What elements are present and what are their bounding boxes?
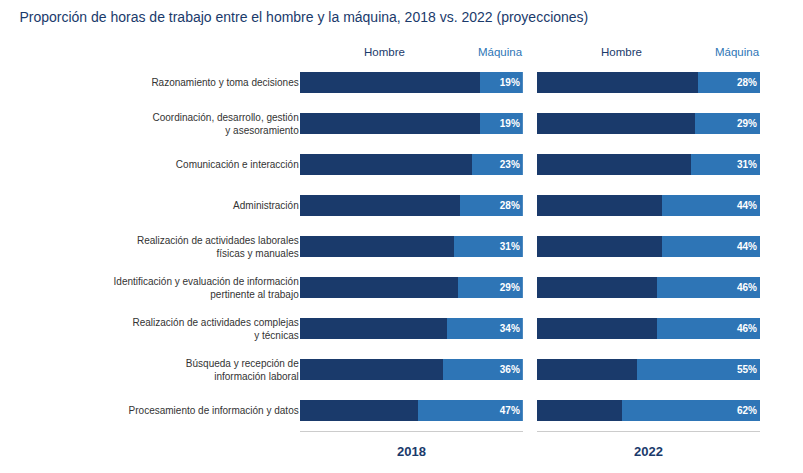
svg-text:Hombre: Hombre: [364, 46, 405, 58]
svg-text:29%: 29%: [500, 282, 520, 293]
svg-text:Comunicación e interacción: Comunicación e interacción: [176, 159, 299, 170]
svg-text:47%: 47%: [500, 405, 520, 416]
svg-text:Coordinación, desarrollo, gest: Coordinación, desarrollo, gestióny aseso…: [153, 112, 300, 136]
svg-text:46%: 46%: [737, 323, 757, 334]
svg-text:Razonamiento y toma decisiones: Razonamiento y toma decisiones: [151, 77, 298, 88]
svg-text:28%: 28%: [737, 77, 757, 88]
svg-text:34%: 34%: [500, 323, 520, 334]
svg-text:Realización de actividades com: Realización de actividades complejasy té…: [133, 317, 299, 341]
svg-text:62%: 62%: [737, 405, 757, 416]
svg-text:Identificación y evaluación de: Identificación y evaluación de informaci…: [114, 276, 300, 300]
svg-text:Administración: Administración: [233, 200, 299, 211]
svg-text:Realización de actividades lab: Realización de actividades laboralesfísi…: [137, 235, 299, 259]
svg-text:29%: 29%: [737, 118, 757, 129]
svg-text:Proporción de horas de trabajo: Proporción de horas de trabajo entre el …: [19, 9, 588, 25]
svg-text:2018: 2018: [397, 444, 426, 459]
svg-text:23%: 23%: [500, 159, 520, 170]
svg-text:31%: 31%: [500, 241, 520, 252]
svg-text:Máquina: Máquina: [715, 46, 760, 58]
svg-text:44%: 44%: [737, 200, 757, 211]
svg-text:36%: 36%: [500, 364, 520, 375]
svg-text:44%: 44%: [737, 241, 757, 252]
svg-text:46%: 46%: [737, 282, 757, 293]
svg-text:2022: 2022: [634, 444, 663, 459]
svg-text:Procesamiento de información y: Procesamiento de información y datos: [129, 405, 299, 416]
svg-text:19%: 19%: [500, 77, 520, 88]
svg-text:19%: 19%: [500, 118, 520, 129]
svg-text:55%: 55%: [737, 364, 757, 375]
svg-text:31%: 31%: [737, 159, 757, 170]
svg-text:Hombre: Hombre: [601, 46, 642, 58]
svg-text:Búsqueda y recepción deinforma: Búsqueda y recepción deinformación labor…: [186, 358, 299, 382]
svg-text:28%: 28%: [500, 200, 520, 211]
svg-text:Máquina: Máquina: [478, 46, 523, 58]
